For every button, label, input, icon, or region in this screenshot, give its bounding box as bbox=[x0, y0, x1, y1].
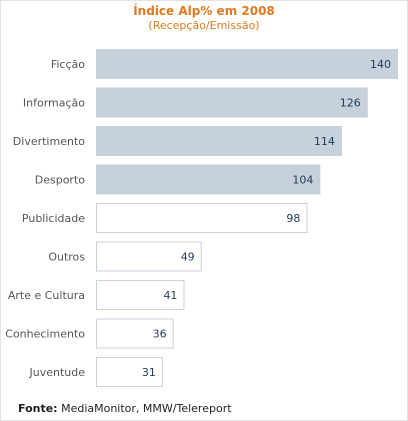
category-label: Divertimento bbox=[13, 135, 85, 148]
category-label: Informação bbox=[23, 97, 85, 110]
category-label: Ficção bbox=[51, 58, 85, 71]
bar-7 bbox=[96, 318, 174, 349]
value-label: 31 bbox=[142, 366, 156, 379]
value-label: 104 bbox=[292, 174, 313, 187]
bar-1 bbox=[96, 87, 368, 118]
source-text: MediaMonitor, MMW/Telereport bbox=[61, 402, 232, 415]
chart-title: Índice Alp% em 2008 bbox=[133, 4, 275, 18]
value-label: 49 bbox=[181, 251, 195, 264]
category-label: Arte e Cultura bbox=[8, 289, 85, 302]
value-label: 140 bbox=[370, 58, 391, 71]
category-label: Juventude bbox=[29, 366, 86, 379]
bar-0 bbox=[96, 49, 398, 79]
category-label: Publicidade bbox=[22, 212, 85, 225]
value-label: 41 bbox=[163, 289, 177, 302]
category-label: Desporto bbox=[35, 174, 86, 187]
category-label: Outros bbox=[48, 251, 85, 264]
bar-8 bbox=[96, 357, 163, 387]
value-label: 126 bbox=[340, 97, 361, 110]
source-label: Fonte: bbox=[18, 402, 58, 415]
bar-4 bbox=[96, 203, 308, 233]
source-note: Fonte: MediaMonitor, MMW/Telereport bbox=[18, 402, 232, 415]
bar-3 bbox=[96, 164, 321, 195]
bar-2 bbox=[96, 126, 342, 156]
value-label: 114 bbox=[314, 135, 335, 148]
value-label: 98 bbox=[286, 212, 300, 225]
bar-5 bbox=[96, 241, 202, 272]
value-label: 36 bbox=[153, 328, 167, 341]
bar-6 bbox=[96, 280, 185, 310]
category-label: Conhecimento bbox=[5, 328, 85, 341]
chart-subtitle: (Recepção/Emissão) bbox=[148, 19, 260, 32]
